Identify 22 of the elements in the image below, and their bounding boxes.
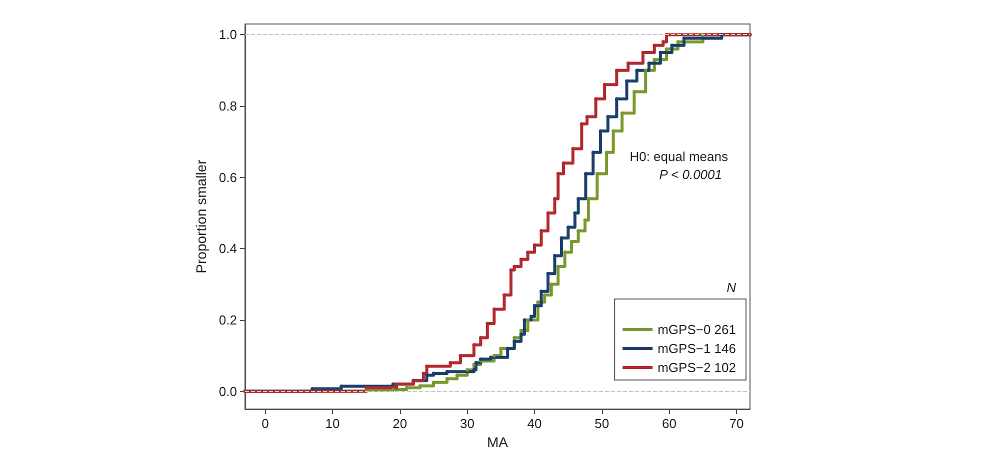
legend-title: N [726,280,737,295]
y-tick-label: 1.0 [218,27,237,42]
legend-label: mGPS−1 146 [658,341,736,356]
y-tick-label: 0.4 [218,241,237,256]
x-tick-label: 40 [527,416,542,432]
x-tick-label: 50 [594,416,610,432]
annotation: P < 0.0001 [659,167,722,182]
legend-label: mGPS−2 102 [658,360,736,375]
x-tick-label: 10 [325,416,340,432]
x-tick-label: 60 [662,416,676,432]
x-tick-label: 20 [392,416,408,432]
y-tick-label: 0.0 [218,384,237,399]
x-tick-label: 70 [729,416,744,432]
legend-label: mGPS−0 261 [658,322,736,337]
y-tick-label: 0.2 [218,312,237,328]
annotation: H0: equal means [630,149,728,164]
y-axis-title: Proportion smaller [193,159,210,274]
x-tick-label: 30 [460,416,474,432]
x-tick-label: 0 [262,416,269,432]
y-tick-label: 0.6 [218,170,237,185]
x-axis-title: MA [487,434,509,450]
y-tick-label: 0.8 [218,98,237,114]
